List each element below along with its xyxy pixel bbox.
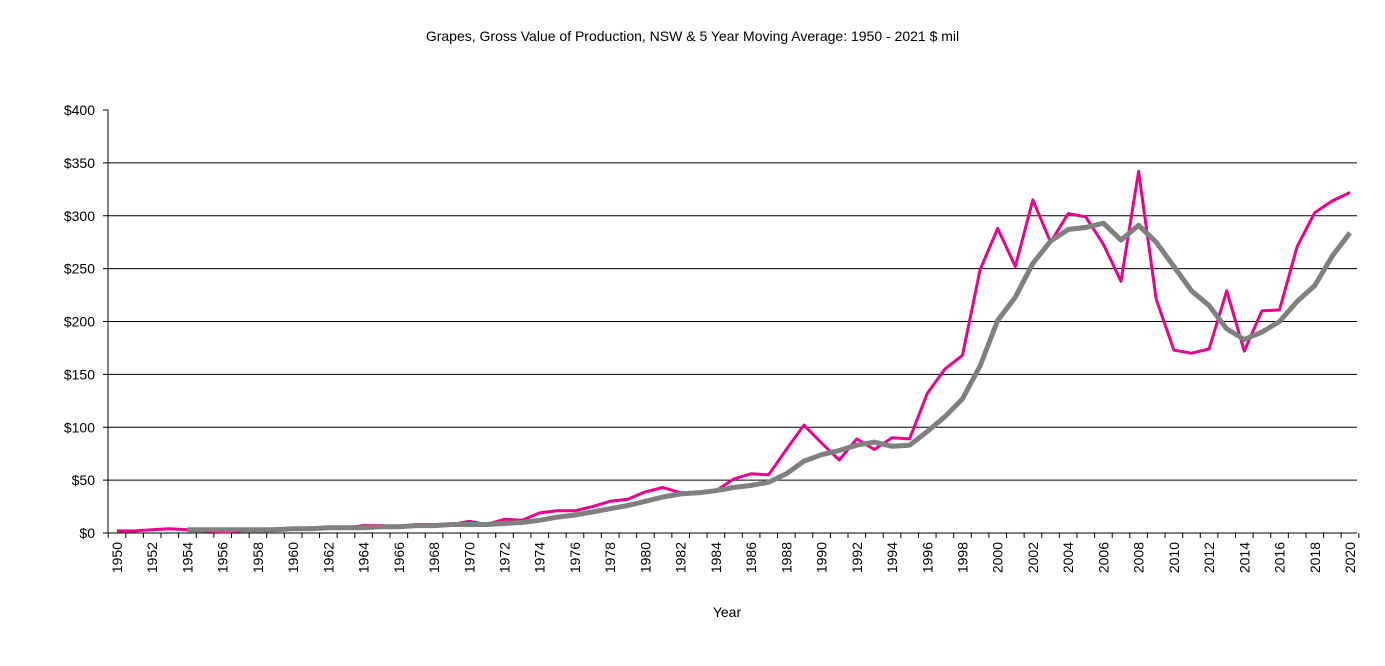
x-tick-label: 2010 — [1166, 542, 1182, 573]
x-tick-label: 2014 — [1236, 542, 1252, 573]
y-tick-label: $100 — [64, 419, 95, 435]
x-tick-label: 1980 — [637, 542, 653, 573]
x-tick-label: 1978 — [602, 542, 618, 573]
y-tick-label: $150 — [64, 366, 95, 382]
x-tick-label: 1956 — [215, 542, 231, 573]
y-axis-ticks: $0 $50 $100 $150 $200 $250 $300 $350 $400 — [64, 102, 108, 541]
x-tick-label: 1992 — [849, 542, 865, 573]
x-tick-label: 1998 — [954, 542, 970, 573]
x-tick-label: 2018 — [1307, 542, 1323, 573]
y-tick-label: $350 — [64, 155, 95, 171]
x-tick-label: 1974 — [532, 542, 548, 573]
x-tick-label: 2004 — [1060, 542, 1076, 573]
chart-title: Grapes, Gross Value of Production, NSW &… — [425, 28, 960, 44]
x-tick-label: 1970 — [461, 542, 477, 573]
series-line-gross-value — [117, 169, 1351, 534]
y-tick-label: $300 — [64, 208, 95, 224]
x-tick-label: 2016 — [1272, 542, 1288, 573]
y-tick-label: $50 — [72, 472, 96, 488]
x-tick-label: 1962 — [320, 542, 336, 573]
x-axis-ticks: 1950 1952 1954 1956 1958 1960 1962 1964 1966 1968… — [107, 533, 1360, 573]
y-tick-label: $250 — [64, 261, 95, 277]
x-tick-label: 1952 — [144, 542, 160, 573]
y-tick-label: $200 — [64, 314, 95, 330]
x-tick-label: 1972 — [497, 542, 513, 573]
y-tick-label: $0 — [79, 525, 95, 541]
x-tick-label: 1976 — [567, 542, 583, 573]
x-axis-title: Year — [713, 604, 742, 620]
x-tick-label: 1986 — [743, 542, 759, 573]
x-tick-label: 2002 — [1025, 542, 1041, 573]
x-tick-label: 1954 — [179, 542, 195, 573]
x-tick-label: 2008 — [1131, 542, 1147, 573]
gridlines — [108, 162, 1357, 481]
series-lines — [117, 169, 1352, 534]
x-tick-label: 1966 — [391, 542, 407, 573]
x-tick-label: 1996 — [919, 542, 935, 573]
x-tick-label: 1960 — [285, 542, 301, 573]
x-tick-label: 1988 — [778, 542, 794, 573]
x-tick-label: 2020 — [1342, 542, 1358, 573]
x-tick-label: 1990 — [814, 542, 830, 573]
x-tick-label: 2000 — [990, 542, 1006, 573]
x-tick-label: 1994 — [884, 542, 900, 573]
x-tick-label: 2006 — [1095, 542, 1111, 573]
y-tick-label: $400 — [64, 102, 95, 118]
x-tick-label: 2012 — [1201, 542, 1217, 573]
x-tick-label: 1982 — [673, 542, 689, 573]
x-tick-label: 1958 — [250, 542, 266, 573]
series-line-moving-average — [187, 220, 1352, 533]
x-tick-label: 1964 — [356, 542, 372, 573]
x-tick-label: 1950 — [109, 542, 125, 573]
x-tick-label: 1968 — [426, 542, 442, 573]
x-tick-label: 1984 — [708, 542, 724, 573]
